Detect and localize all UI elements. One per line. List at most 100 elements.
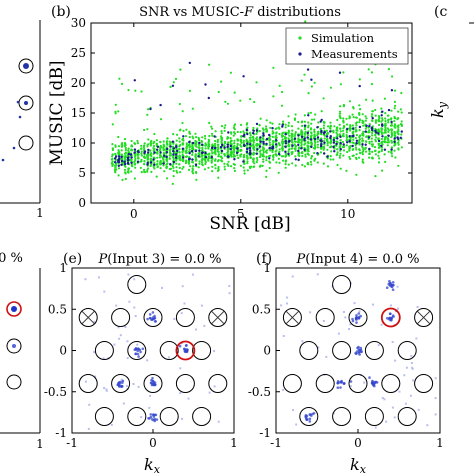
data-point — [252, 131, 255, 135]
data-point — [320, 142, 323, 146]
data-point — [322, 148, 325, 151]
cluster-blob — [146, 311, 157, 323]
data-point — [134, 159, 137, 162]
data-point — [284, 150, 287, 153]
noise-point — [203, 324, 206, 327]
data-point — [242, 75, 245, 78]
noise-point — [181, 342, 184, 345]
data-point — [384, 117, 387, 120]
data-point — [159, 118, 163, 121]
data-point — [179, 128, 182, 131]
data-point — [281, 90, 284, 94]
data-point — [117, 160, 120, 163]
data-point — [393, 140, 396, 143]
data-point — [114, 171, 117, 174]
data-point — [155, 139, 158, 142]
data-point — [301, 163, 304, 167]
data-point — [174, 77, 178, 80]
data-point — [361, 121, 364, 124]
noise-point — [133, 278, 136, 281]
y-tick-label: 1 — [59, 261, 67, 275]
data-point — [381, 135, 384, 138]
data-point — [367, 136, 371, 139]
noise-point — [134, 315, 137, 317]
data-point — [329, 126, 332, 129]
cluster-point — [373, 380, 377, 384]
data-point — [123, 162, 127, 166]
data-point — [159, 144, 162, 147]
data-point — [255, 129, 259, 132]
data-point — [297, 127, 300, 130]
cluster-point — [385, 286, 389, 290]
cluster-blob — [354, 345, 364, 356]
data-point — [269, 138, 272, 141]
data-point — [233, 123, 237, 126]
data-point — [281, 148, 284, 151]
cluster-point — [186, 348, 189, 351]
noise-point — [84, 278, 87, 281]
data-point — [322, 124, 326, 127]
data-point — [253, 162, 256, 165]
data-point — [149, 153, 152, 157]
ring — [282, 308, 302, 327]
data-point — [220, 141, 223, 144]
data-point — [345, 144, 348, 147]
ring — [6, 338, 22, 354]
data-point — [371, 99, 374, 102]
tick-label: 1 — [36, 437, 44, 451]
cluster-point — [391, 314, 395, 318]
data-point — [178, 163, 181, 166]
data-point — [239, 155, 242, 158]
data-point — [346, 141, 349, 144]
data-point — [178, 166, 181, 169]
data-point — [397, 124, 400, 127]
data-point — [275, 143, 278, 146]
data-point — [320, 133, 323, 136]
data-point — [351, 141, 354, 144]
data-point — [358, 118, 361, 121]
data-point — [287, 131, 290, 134]
data-point — [345, 123, 349, 126]
data-point — [147, 138, 150, 141]
data-point — [320, 139, 323, 142]
data-point — [201, 146, 204, 149]
data-point — [307, 126, 310, 129]
data-point — [111, 163, 115, 166]
data-point — [201, 143, 204, 146]
data-point — [294, 155, 297, 158]
data-point — [306, 131, 309, 135]
data-point — [245, 128, 249, 132]
data-point — [195, 171, 198, 174]
data-point — [307, 150, 310, 153]
cluster-point — [351, 319, 355, 323]
data-point — [393, 100, 396, 103]
data-point — [303, 165, 306, 168]
data-point — [194, 143, 197, 146]
data-point — [358, 138, 361, 141]
data-point — [127, 150, 130, 153]
data-point — [172, 133, 175, 136]
noise-point — [411, 366, 414, 369]
data-point — [316, 161, 319, 164]
cluster-point — [136, 352, 140, 356]
data-point — [316, 152, 319, 155]
noise-point — [118, 337, 121, 340]
noise-point — [88, 403, 91, 406]
data-point — [255, 137, 258, 140]
data-point — [172, 157, 175, 160]
tick-label: 1 — [36, 206, 44, 220]
data-point — [271, 135, 274, 138]
data-point — [150, 159, 153, 162]
data-point — [342, 154, 345, 157]
data-point — [233, 144, 236, 147]
data-point — [256, 158, 259, 162]
data-point — [352, 127, 355, 130]
cluster-point — [375, 381, 379, 384]
data-point — [313, 128, 316, 131]
data-point — [150, 140, 153, 143]
data-point — [370, 140, 373, 143]
data-point — [172, 166, 175, 169]
ring — [159, 407, 179, 426]
data-point — [400, 123, 403, 126]
data-point — [272, 95, 275, 98]
